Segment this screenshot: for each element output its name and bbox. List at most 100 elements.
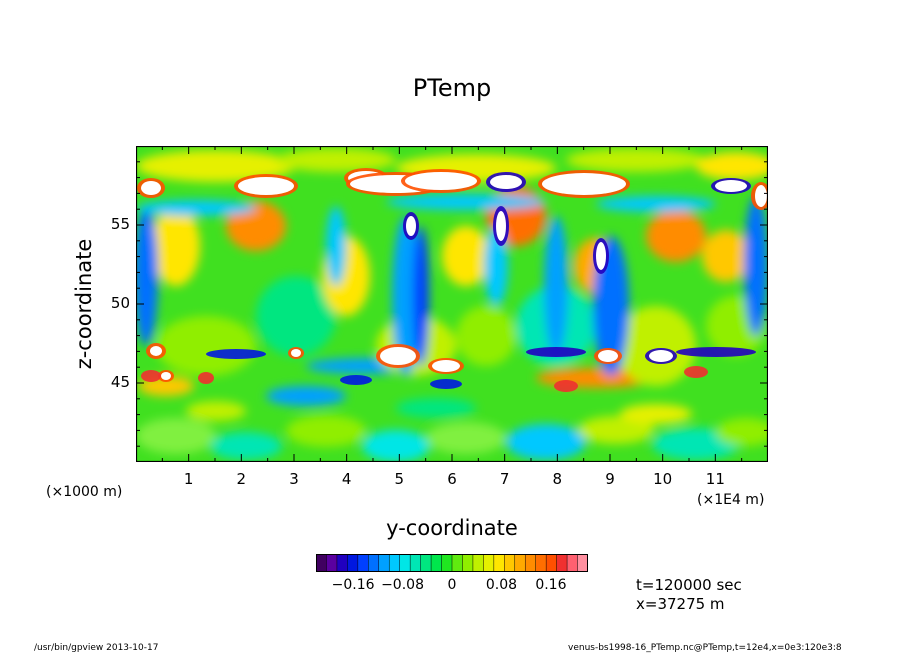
field-extreme: [406, 216, 416, 236]
field-extreme: [161, 372, 171, 380]
x-position-annotation: x=37275 m: [636, 595, 725, 613]
field-blob: [616, 306, 696, 386]
field-blob: [152, 206, 200, 286]
field-blob: [456, 306, 516, 366]
field-extreme: [340, 375, 372, 385]
colorbar-segment: [525, 554, 537, 572]
colorbar-segment: [420, 554, 432, 572]
y-axis-label: z-coordinate: [72, 238, 96, 370]
colorbar-tick-label: 0.08: [485, 577, 518, 593]
field-extreme: [598, 350, 618, 362]
field-blob: [256, 276, 336, 356]
field-extreme: [141, 181, 161, 195]
field-extreme: [755, 185, 767, 207]
chart-title: PTemp: [412, 74, 492, 102]
field-extreme: [649, 350, 673, 362]
colorbar-segment: [357, 554, 369, 572]
colorbar-segment: [316, 554, 327, 572]
colorbar: [316, 554, 589, 572]
field-blob: [276, 148, 396, 172]
x-axis-unit-left: (×1000 m): [46, 484, 123, 500]
field-blob: [392, 216, 420, 376]
field-extreme: [430, 379, 462, 389]
field-blob: [544, 216, 568, 356]
field-blob: [226, 201, 286, 251]
colorbar-segment: [347, 554, 359, 572]
x-tick-label: 1: [183, 470, 194, 488]
field-extreme: [150, 346, 162, 356]
field-extreme: [238, 177, 294, 195]
field-blob: [413, 226, 429, 366]
colorbar-segment: [493, 554, 505, 572]
x-tick-label: 7: [499, 470, 510, 488]
field-extreme: [206, 349, 266, 359]
field-extreme: [198, 372, 214, 384]
field-blob: [702, 230, 750, 282]
colorbar-segment: [410, 554, 422, 572]
field-blob: [362, 430, 430, 462]
colorbar-tick-label: 0: [447, 577, 457, 593]
y-tick-label: 55: [110, 215, 130, 233]
colorbar-segment: [556, 554, 568, 572]
field-extreme: [490, 175, 522, 189]
colorbar-tick-label: −0.16: [331, 577, 375, 593]
colorbar-segment: [462, 554, 474, 572]
field-blob: [326, 206, 346, 286]
field-extreme: [496, 211, 506, 241]
x-tick-label: 6: [447, 470, 457, 488]
field-extreme: [141, 370, 161, 382]
x-tick-label: 11: [705, 470, 725, 488]
field-blob: [266, 386, 346, 406]
field-extreme: [715, 180, 747, 192]
colorbar-tick-label: −0.08: [381, 577, 424, 593]
colorbar-segment: [336, 554, 348, 572]
field-blob: [744, 196, 768, 336]
field-blob: [136, 418, 216, 454]
y-tick-label: 50: [110, 294, 130, 312]
field-extreme: [291, 349, 301, 357]
field-blob: [620, 404, 692, 424]
field-extreme: [405, 172, 477, 190]
field-blob: [136, 150, 296, 182]
colorbar-segment: [504, 554, 516, 572]
x-tick-label: 10: [653, 470, 673, 488]
colorbar-tick-label: 0.16: [535, 577, 567, 593]
field-blob: [646, 210, 706, 262]
field-blob: [186, 401, 246, 421]
plot-border: [136, 146, 768, 462]
colorbar-segment: [452, 554, 463, 572]
footer-command: /usr/bin/gpview 2013-10-17: [34, 643, 159, 653]
colorbar-segment: [389, 554, 401, 572]
colorbar-segment: [535, 554, 547, 572]
colorbar-segment: [577, 554, 589, 572]
axis-ticks: [136, 146, 768, 462]
colorbar-segment: [546, 554, 558, 572]
time-annotation: t=120000 sec: [636, 576, 742, 594]
field-blob: [506, 424, 586, 460]
field-extreme: [554, 380, 578, 392]
field-blob: [716, 418, 768, 446]
x-axis-label: y-coordinate: [386, 516, 518, 540]
field-blob: [426, 422, 506, 454]
field-blob: [396, 398, 476, 418]
field-blob: [484, 226, 508, 306]
field-extreme: [596, 242, 606, 270]
field-blob: [696, 152, 768, 180]
colorbar-segment: [326, 554, 338, 572]
x-tick-label: 3: [289, 470, 299, 488]
colorbar-segment: [399, 554, 411, 572]
x-tick-label: 9: [605, 470, 615, 488]
x-axis-unit-right: (×1E4 m): [697, 492, 765, 508]
field-extreme: [676, 347, 756, 357]
plot-area: [136, 146, 768, 462]
field-blob: [136, 200, 256, 216]
field-blob: [286, 415, 366, 447]
colorbar-segment: [431, 554, 443, 572]
field-blob: [386, 194, 546, 210]
colorbar-segment: [378, 554, 390, 572]
field-extreme: [380, 347, 416, 365]
field-extreme: [526, 347, 586, 357]
field-blob: [136, 206, 158, 346]
footer-source: venus-bs1998-16_PTemp.nc@PTemp,t=12e4,x=…: [568, 643, 842, 653]
colorbar-segment: [567, 554, 579, 572]
